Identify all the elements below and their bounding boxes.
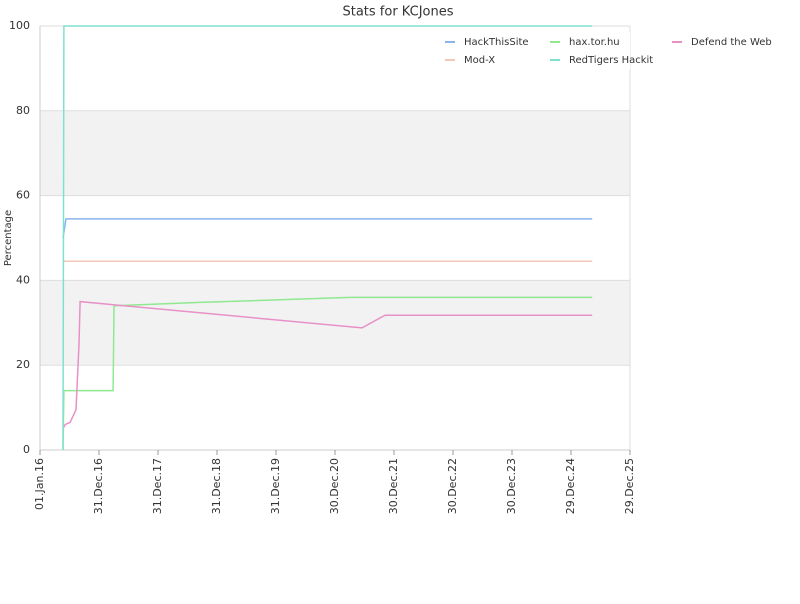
- legend-label: Mod-X: [464, 55, 495, 66]
- x-tick-label: 31.Dec.17: [151, 458, 164, 514]
- x-tick-label: 01.Jan.16: [33, 458, 46, 510]
- series-line: [62, 218, 593, 239]
- x-tick-label: 30.Dec.20: [328, 458, 341, 514]
- x-tick-label: 31.Dec.16: [92, 458, 105, 514]
- y-tick-label: 100: [9, 19, 30, 32]
- y-tick-label: 60: [16, 189, 30, 202]
- y-tick-label: 40: [16, 273, 30, 286]
- legend-label: HackThisSite: [464, 37, 529, 48]
- series-line: [62, 25, 593, 451]
- grid-band: [40, 280, 630, 366]
- chart-title: Stats for KCJones: [342, 5, 453, 20]
- legend-label: RedTigers Hackit: [569, 55, 653, 66]
- y-tick-label: 80: [16, 104, 30, 117]
- legend-label: Defend the Web: [691, 37, 772, 48]
- y-axis-label: Percentage: [3, 210, 14, 266]
- x-tick-label: 30.Dec.22: [446, 458, 459, 514]
- x-tick-label: 29.Dec.24: [564, 458, 577, 514]
- y-tick-label: 20: [16, 358, 30, 371]
- x-tick-label: 30.Dec.23: [505, 458, 518, 514]
- y-tick-label: 0: [23, 443, 30, 456]
- legend-box: [436, 32, 630, 70]
- x-tick-label: 30.Dec.21: [387, 458, 400, 514]
- x-tick-label: 31.Dec.19: [269, 458, 282, 514]
- legend-label: hax.tor.hu: [569, 37, 620, 48]
- x-tick-label: 29.Dec.25: [623, 458, 636, 514]
- x-tick-label: 31.Dec.18: [210, 458, 223, 514]
- series-line: [62, 296, 593, 451]
- grid-band: [40, 110, 630, 196]
- series-line: [62, 300, 593, 430]
